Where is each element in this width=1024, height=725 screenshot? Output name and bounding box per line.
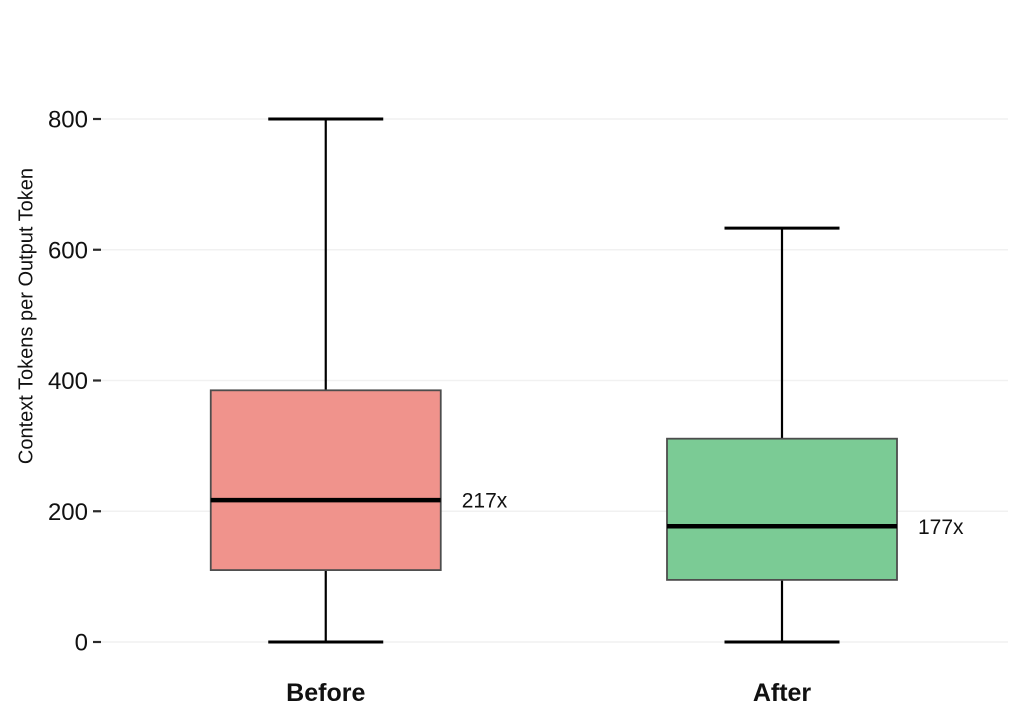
iqr-box <box>666 437 898 581</box>
y-axis-title: Context Tokens per Output Token <box>15 167 38 465</box>
y-tick-label: 600 <box>48 237 88 264</box>
y-tick-label: 200 <box>48 499 88 526</box>
y-tick-label: 400 <box>48 368 88 395</box>
median-annotation: 217x <box>462 490 508 513</box>
x-category-label: After <box>753 679 812 707</box>
y-tick-label: 800 <box>48 107 88 134</box>
median-annotation: 177x <box>918 516 964 539</box>
x-category-label: Before <box>286 679 365 707</box>
iqr-box <box>209 389 442 571</box>
y-tick-label: 0 <box>75 630 88 657</box>
